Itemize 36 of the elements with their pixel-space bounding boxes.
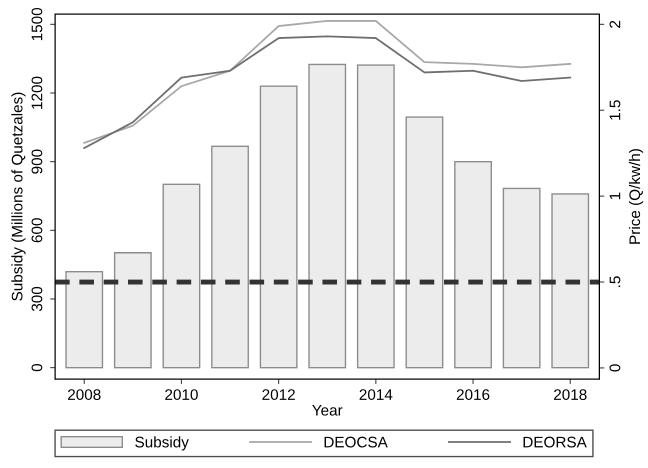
legend-label: Subsidy [135,436,189,451]
bar [162,184,200,368]
x-tick-label: 2010 [165,389,198,400]
y-tick-label: 0 [32,364,42,372]
bar [356,64,395,368]
y2-tick-label: 1.5 [610,100,620,120]
x-tick-label: 2008 [68,389,101,400]
y2-tick-label: .5 [610,276,620,287]
x-tick-label: 2018 [554,389,587,400]
y2-tick-label: 1 [610,192,620,200]
y-tick-label: 300 [32,286,42,312]
x-axis-title: Year [312,404,342,416]
y-axis-title: Subsidy (Millions of Quetzales) [11,92,26,301]
y-tick-label: 600 [32,218,42,242]
x-tick-label: 2016 [456,389,490,400]
line-series [83,35,572,149]
y2-axis-title: Price (Q/kw/h) [628,149,644,244]
x-tick-label: 2014 [360,389,392,400]
y-tick-label: 1200 [32,76,42,109]
bar [308,64,346,368]
line-series [83,20,572,144]
y-tick-label: 900 [32,150,42,174]
x-tick-label: 2012 [262,389,295,400]
bar [406,116,444,368]
bar [65,271,104,368]
bar [211,146,249,368]
legend-label: DEORSA [524,436,587,448]
y2-tick-label: 2 [610,20,620,28]
y2-tick-label: 0 [610,364,620,372]
legend-label: DEOCSA [324,436,388,448]
bar [454,160,492,368]
bar [114,252,152,368]
bar [502,188,541,368]
y-tick-label: 1500 [32,8,42,40]
bar [260,85,298,368]
bar [551,193,590,368]
